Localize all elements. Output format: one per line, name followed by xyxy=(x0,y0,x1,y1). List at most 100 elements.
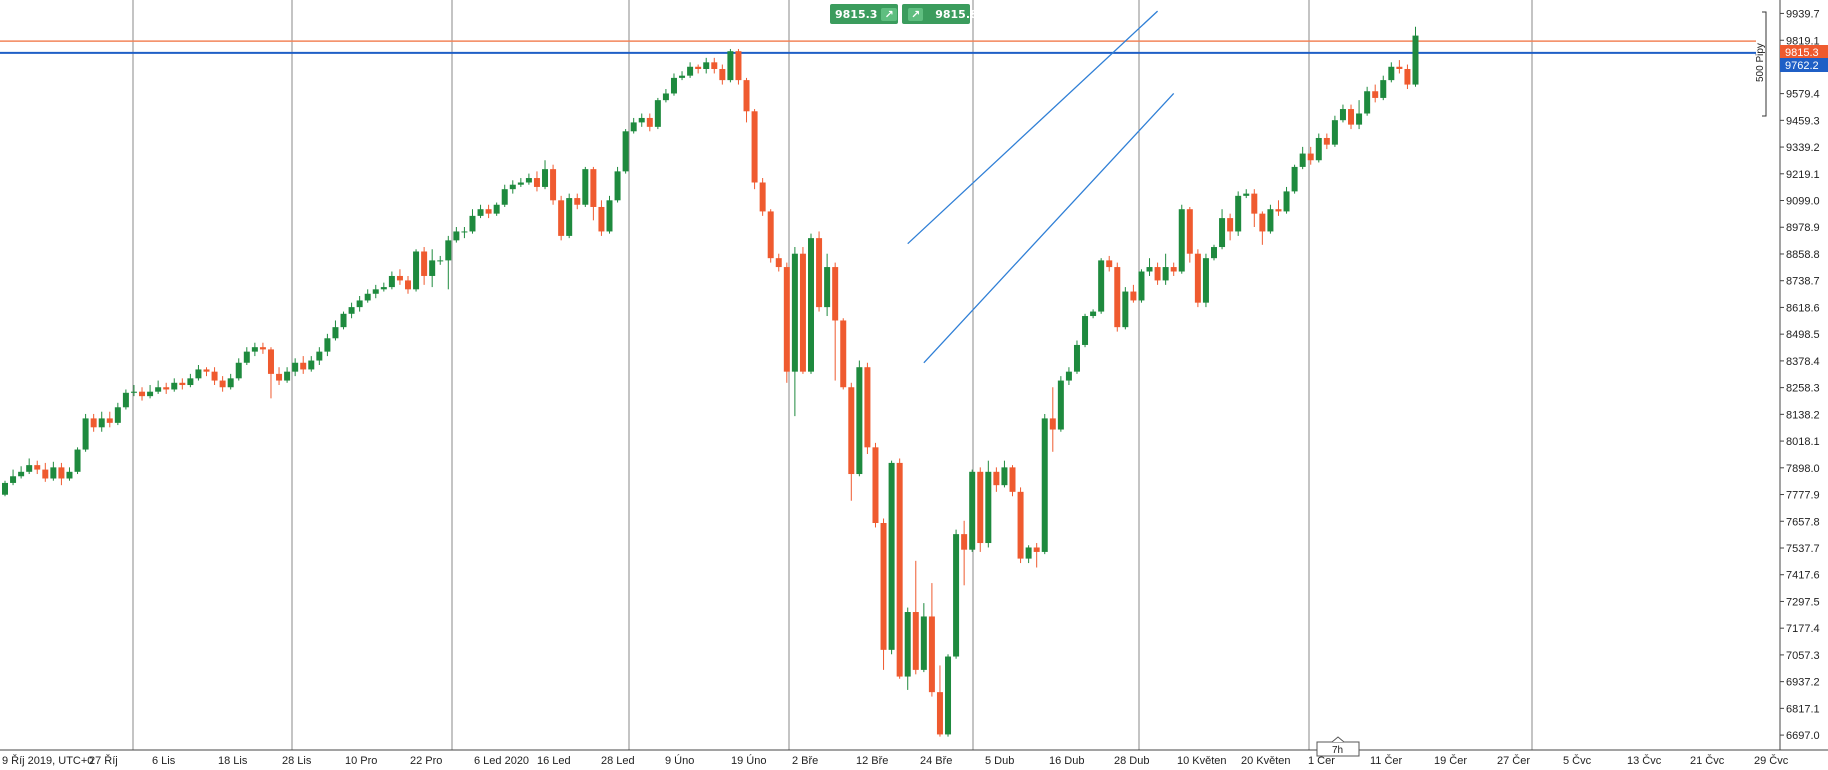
candle-6 xyxy=(50,461,57,481)
candle-56 xyxy=(453,227,460,243)
candle-36 xyxy=(292,358,299,377)
candle-body-131 xyxy=(1057,380,1064,430)
candle-body-22 xyxy=(179,382,186,386)
candle-body-43 xyxy=(348,307,355,314)
range-bracket-label: 500 Pipy xyxy=(1755,43,1766,82)
candle-27 xyxy=(219,376,226,392)
y-tick-label-8: 8978.9 xyxy=(1786,222,1820,234)
candle-112 xyxy=(904,607,911,690)
candle-body-91 xyxy=(735,51,742,81)
candle-body-132 xyxy=(1065,371,1072,381)
candle-body-40 xyxy=(324,338,331,352)
candle-113 xyxy=(912,560,919,675)
candle-96 xyxy=(775,253,782,272)
candle-24 xyxy=(195,364,202,381)
candle-121 xyxy=(977,467,984,552)
candle-120 xyxy=(969,469,976,552)
candle-body-101 xyxy=(816,238,823,308)
candle-61 xyxy=(493,202,500,216)
candle-149 xyxy=(1202,253,1209,308)
y-tick-label-16: 8018.1 xyxy=(1786,436,1820,448)
candle-body-45 xyxy=(364,293,371,301)
candle-body-174 xyxy=(1404,68,1411,85)
candle-body-74 xyxy=(598,206,605,232)
candle-43 xyxy=(348,302,355,319)
candle-body-107 xyxy=(864,367,871,448)
candle-83 xyxy=(670,73,677,96)
candle-body-27 xyxy=(219,380,226,388)
y-tick-label-25: 6937.2 xyxy=(1786,677,1820,689)
ask-price-tag xyxy=(1780,45,1828,59)
candle-31 xyxy=(251,342,258,357)
candle-3 xyxy=(26,458,33,475)
candle-body-81 xyxy=(654,100,661,127)
candle-body-16 xyxy=(130,391,137,393)
candle-body-126 xyxy=(1017,491,1024,559)
candle-40 xyxy=(324,333,331,357)
candle-140 xyxy=(1130,284,1137,303)
candle-168 xyxy=(1356,100,1363,130)
candle-144 xyxy=(1162,253,1169,285)
candle-body-1 xyxy=(10,476,17,483)
candle-body-97 xyxy=(783,267,790,372)
y-tick-label-6: 9219.1 xyxy=(1786,169,1820,181)
candle-body-35 xyxy=(284,371,291,381)
candle-body-87 xyxy=(703,62,710,69)
candle-body-124 xyxy=(1001,467,1008,486)
y-tick-label-5: 9339.2 xyxy=(1786,142,1820,154)
x-tick-label-6: 22 Pro xyxy=(410,755,442,767)
candle-body-110 xyxy=(888,462,895,650)
candle-body-24 xyxy=(195,369,202,379)
candle-105 xyxy=(848,382,855,501)
candle-body-172 xyxy=(1388,66,1395,81)
candle-body-90 xyxy=(727,51,734,81)
candle-body-55 xyxy=(445,240,452,261)
candle-body-6 xyxy=(50,467,57,479)
y-tick-label-20: 7537.7 xyxy=(1786,543,1820,555)
candle-92 xyxy=(743,77,750,123)
candle-156 xyxy=(1259,211,1266,245)
buy-price-badge[interactable]: ↗ 9815.8 xyxy=(902,4,978,24)
y-tick-labels: 9939.79819.19699.59579.49459.39339.29219… xyxy=(1780,8,1820,742)
level-price-tag-text: 9762.2 xyxy=(1785,60,1819,72)
x-tick-label-16: 16 Dub xyxy=(1049,755,1084,767)
x-tick-label-26: 21 Čvc xyxy=(1690,754,1725,767)
candle-155 xyxy=(1251,189,1258,228)
candle-body-72 xyxy=(582,169,589,205)
candle-body-123 xyxy=(993,471,1000,486)
trend-channel[interactable] xyxy=(907,10,1175,364)
sell-price-badge[interactable]: 9815.3 ↗ xyxy=(830,4,898,24)
candle-172 xyxy=(1388,62,1395,83)
y-tick-label-23: 7177.4 xyxy=(1786,623,1820,635)
candle-body-30 xyxy=(243,351,250,363)
candle-171 xyxy=(1380,75,1387,101)
candle-body-80 xyxy=(646,117,653,127)
candle-body-154 xyxy=(1243,193,1250,196)
candle-body-44 xyxy=(356,300,363,308)
candle-body-116 xyxy=(936,692,943,735)
candle-45 xyxy=(364,289,371,303)
candle-129 xyxy=(1041,413,1048,555)
candle-72 xyxy=(582,166,589,207)
candle-51 xyxy=(413,249,420,292)
candle-body-36 xyxy=(292,362,299,372)
candle-87 xyxy=(703,57,710,74)
candle-46 xyxy=(372,284,379,299)
candle-131 xyxy=(1057,376,1064,432)
y-tick-label-4: 9459.3 xyxy=(1786,115,1820,127)
candle-body-138 xyxy=(1114,267,1121,328)
candle-122 xyxy=(985,460,992,548)
candle-body-18 xyxy=(147,391,154,397)
candle-29 xyxy=(235,358,242,381)
candle-85 xyxy=(687,62,694,78)
candle-160 xyxy=(1291,164,1298,194)
candle-111 xyxy=(896,458,903,679)
y-tick-label-18: 7777.9 xyxy=(1786,490,1820,502)
candle-147 xyxy=(1186,206,1193,263)
candle-body-117 xyxy=(945,656,952,735)
candle-body-58 xyxy=(469,215,476,232)
x-tick-label-27: 29 Čvc xyxy=(1754,754,1789,767)
candle-15 xyxy=(122,389,129,410)
candle-119 xyxy=(961,520,968,586)
